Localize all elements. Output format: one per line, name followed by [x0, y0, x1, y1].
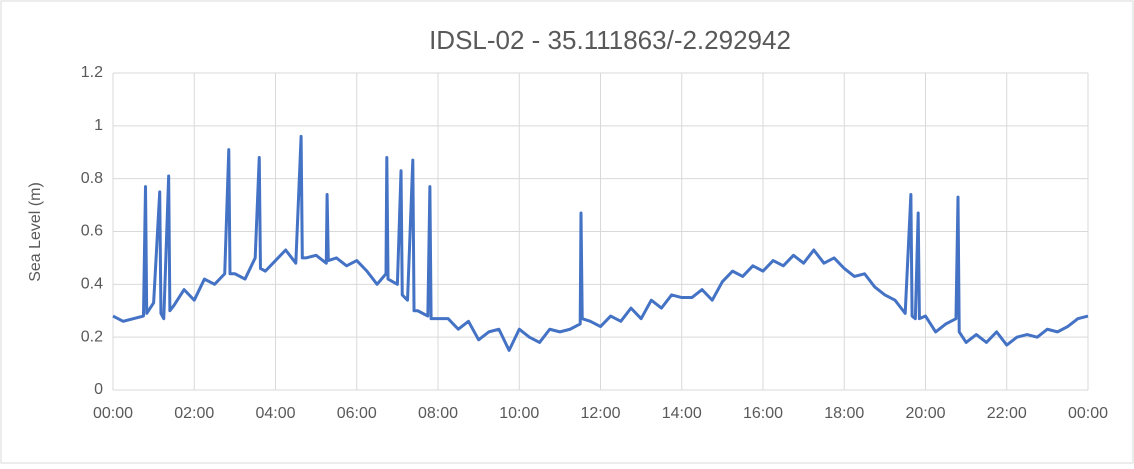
y-tick-label: 1.2: [81, 64, 103, 81]
y-tick-label: 0.2: [81, 328, 103, 345]
y-axis-label: Sea Level (m): [27, 182, 44, 282]
y-tick-label: 0.6: [81, 223, 103, 240]
y-tick-label: 0.8: [81, 170, 103, 187]
x-tick-label: 22:00: [987, 405, 1027, 422]
x-tick-label: 18:00: [824, 405, 864, 422]
x-tick-label: 00:00: [1068, 405, 1108, 422]
x-tick-label: 06:00: [337, 405, 377, 422]
x-tick-label: 20:00: [905, 405, 945, 422]
x-tick-label: 10:00: [499, 405, 539, 422]
x-tick-label: 16:00: [743, 405, 783, 422]
chart-title: IDSL-02 - 35.111863/-2.292942: [429, 25, 791, 55]
y-tick-label: 0: [94, 381, 103, 398]
y-tick-label: 0.4: [81, 276, 103, 293]
x-tick-label: 08:00: [418, 405, 458, 422]
y-tick-label: 1: [94, 117, 103, 134]
x-tick-label: 02:00: [174, 405, 214, 422]
data-line: [112, 134, 1089, 352]
x-tick-label: 04:00: [255, 405, 295, 422]
x-tick-label: 00:00: [93, 405, 133, 422]
x-tick-label: 12:00: [580, 405, 620, 422]
x-tick-label: 14:00: [662, 405, 702, 422]
